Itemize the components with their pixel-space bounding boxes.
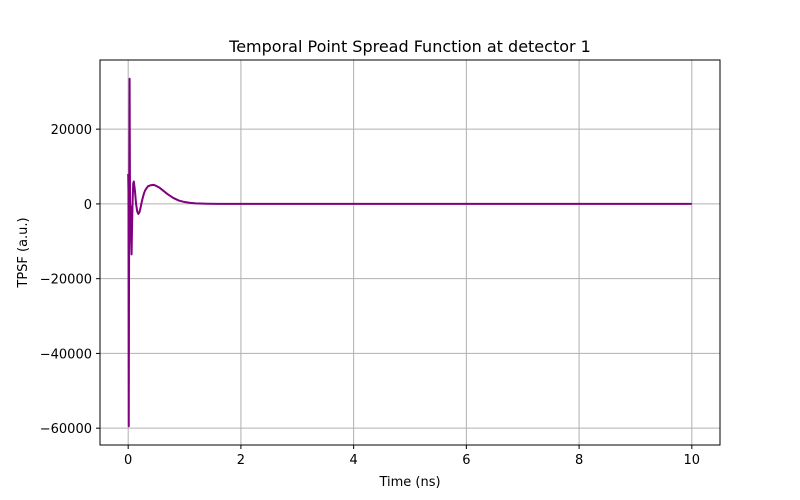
y-tick-label: −20000	[40, 273, 92, 288]
y-tick-label: 20000	[51, 123, 92, 138]
x-tick-label: 4	[349, 453, 357, 468]
x-axis-label: Time (ns)	[378, 475, 440, 490]
x-axis-ticks: 0 2 4 6 8 10	[124, 445, 700, 468]
x-tick-label: 6	[462, 453, 470, 468]
plot-frame	[99, 59, 721, 446]
series-layer	[127, 77, 692, 428]
y-tick-label: −40000	[40, 347, 92, 362]
chart-title: Temporal Point Spread Function at detect…	[228, 37, 591, 56]
y-tick-label: −60000	[40, 422, 92, 437]
tpsf-series-line	[127, 77, 692, 428]
plot-area-background	[100, 60, 720, 445]
x-tick-label: 2	[237, 453, 245, 468]
y-tick-label: 0	[84, 198, 92, 213]
x-tick-label: 10	[684, 453, 701, 468]
y-axis-ticks: −60000 −40000 −20000 0 20000	[40, 123, 100, 437]
y-axis-label: TPSF (a.u.)	[16, 217, 31, 288]
x-tick-label: 8	[575, 453, 583, 468]
x-tick-label: 0	[124, 453, 132, 468]
